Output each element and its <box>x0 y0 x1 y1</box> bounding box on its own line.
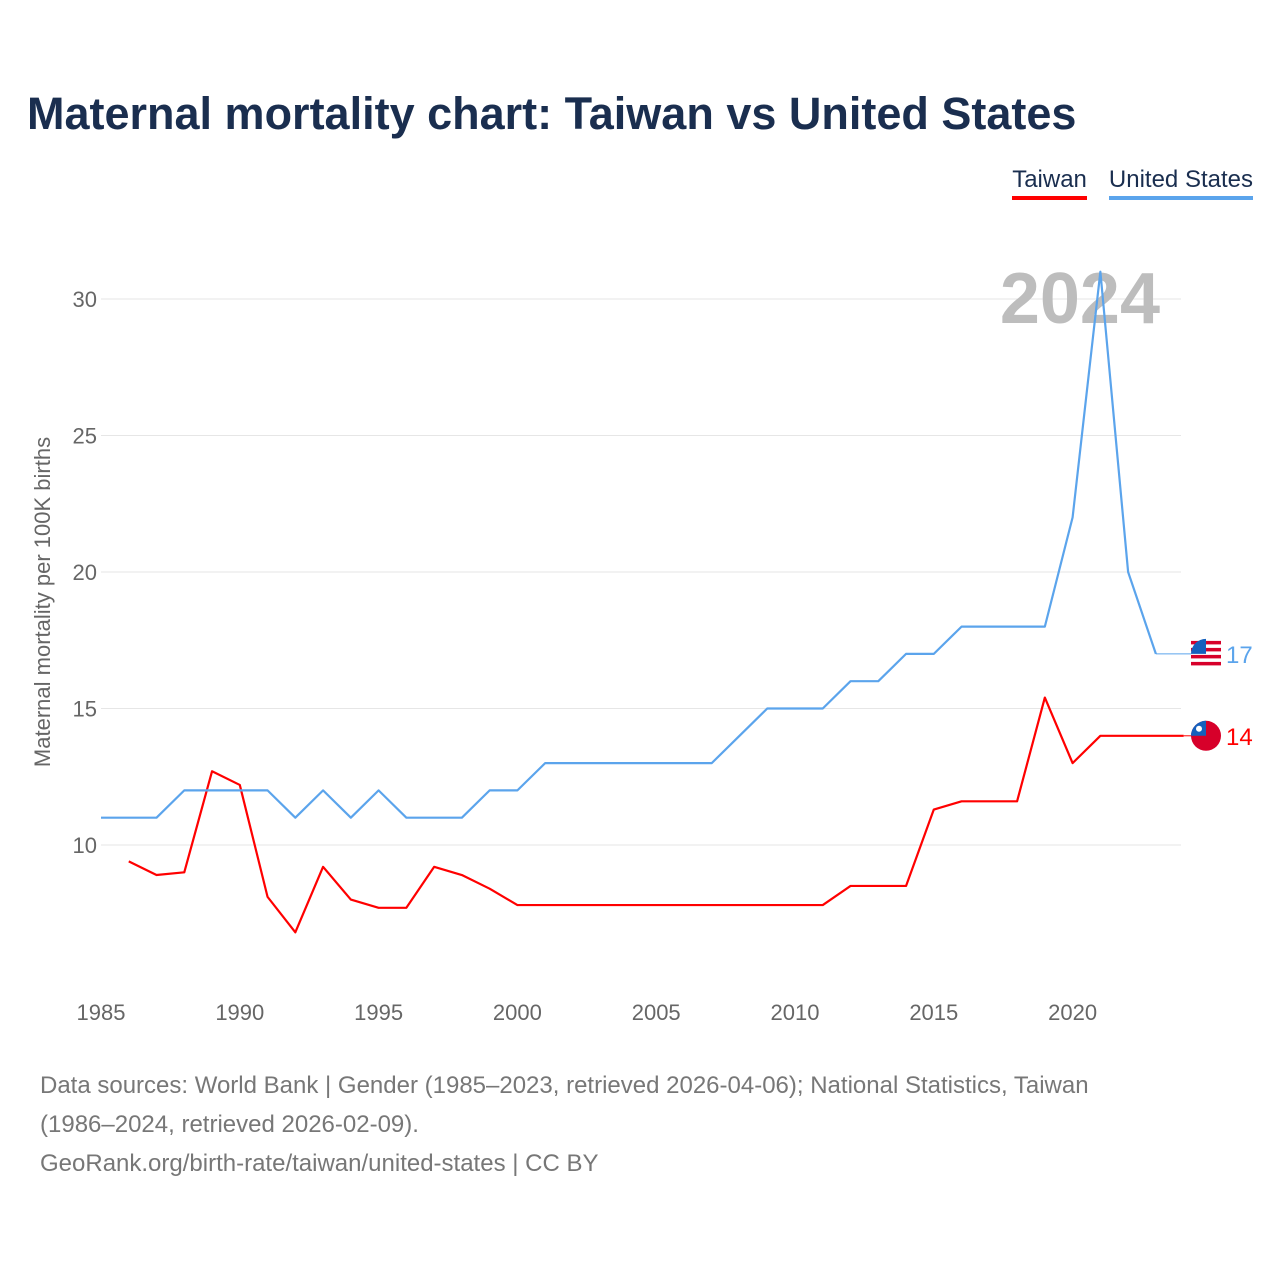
y-axis-label: Maternal mortality per 100K births <box>30 437 55 767</box>
year-label: 2024 <box>1000 259 1160 339</box>
x-tick-label: 2015 <box>909 1000 958 1025</box>
x-tick-label: 2000 <box>493 1000 542 1025</box>
source-link[interactable]: GeoRank.org/birth-rate/taiwan/united-sta… <box>40 1150 599 1177</box>
chart-title: Maternal mortality chart: Taiwan vs Unit… <box>27 88 1077 139</box>
y-tick-label: 25 <box>73 424 97 449</box>
footer: Data sources: World Bank | Gender (1985–… <box>40 1066 1240 1183</box>
series-line-taiwan <box>128 696 1184 934</box>
x-tick-label: 2005 <box>632 1000 681 1025</box>
end-value-label: 14 <box>1226 724 1253 751</box>
series-line-united-states <box>101 270 1157 819</box>
legend-united-states[interactable]: United States <box>1108 166 1253 200</box>
x-tick-label: 1995 <box>354 1000 403 1025</box>
us-flag-stripe <box>1191 661 1221 666</box>
end-value-label: 17 <box>1226 642 1253 669</box>
x-tick-label: 2020 <box>1048 1000 1097 1025</box>
legend: Taiwan United States <box>1012 166 1253 200</box>
us-flag-stripe <box>1191 654 1221 659</box>
y-tick-label: 15 <box>73 697 97 722</box>
x-tick-label: 2010 <box>771 1000 820 1025</box>
legend-taiwan[interactable]: Taiwan <box>1012 166 1087 200</box>
source-line-1: Data sources: World Bank | Gender (1985–… <box>40 1072 1089 1099</box>
y-tick-label: 30 <box>73 287 97 312</box>
x-tick-label: 1985 <box>77 1000 126 1025</box>
x-tick-label: 1990 <box>215 1000 264 1025</box>
y-tick-label: 10 <box>73 833 97 858</box>
us-flag-canton <box>1191 638 1206 654</box>
source-line-2: (1986–2024, retrieved 2026-02-09). <box>40 1111 419 1138</box>
y-tick-label: 20 <box>73 560 97 585</box>
taiwan-flag-sun <box>1196 725 1202 732</box>
